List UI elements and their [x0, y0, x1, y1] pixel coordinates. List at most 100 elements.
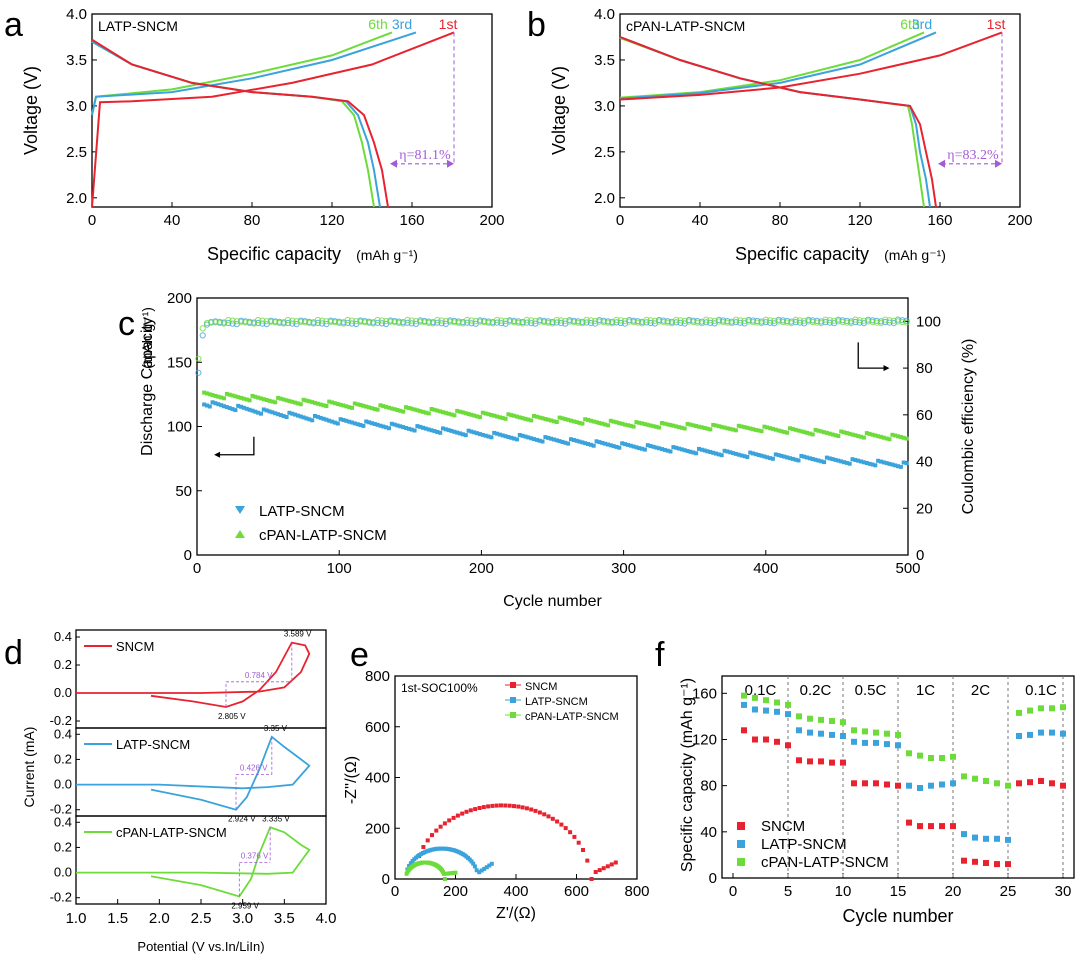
capacity-point: [307, 399, 312, 404]
capacity-point: [577, 420, 582, 425]
delta-v-label: 0.426 V: [240, 764, 268, 773]
y2-tick-label: 60: [916, 407, 933, 424]
rate-point: [917, 823, 923, 830]
ce-point: [212, 319, 219, 326]
peak-ox-label: 3.335 V: [262, 814, 290, 823]
capacity-point: [756, 428, 761, 433]
ce-point: [860, 317, 868, 324]
y-tick-label: 100: [167, 419, 192, 436]
capacity-point: [207, 404, 212, 409]
capacity-point: [415, 408, 420, 413]
y-tick-label: 0.2: [54, 657, 72, 672]
capacity-point: [642, 422, 647, 427]
impedance-point: [442, 871, 446, 876]
capacity-point: [375, 407, 380, 412]
capacity-point: [697, 424, 701, 429]
capacity-point: [861, 460, 866, 465]
capacity-point: [460, 432, 465, 437]
efficiency-label: η=83.2%: [947, 148, 999, 163]
capacity-point: [284, 398, 289, 403]
capacity-point: [335, 402, 340, 406]
capacity-point: [406, 406, 411, 410]
capacity-point: [526, 435, 531, 440]
panel-e: e 0 200 400 600 800 0 200 400 600 800 Z'/(Ω) -Z''/(Ω…: [343, 636, 650, 922]
panel-f: f 0 5 10 15 20 25 30 0 40 80 120 160 Cycle number Spec…: [655, 636, 1075, 926]
impedance-point: [421, 845, 426, 849]
capacity-point: [458, 409, 463, 414]
capacity-point: [259, 396, 263, 401]
capacity-point: [657, 425, 662, 430]
rate-point: [818, 758, 824, 765]
discharge-curve-3rd: [619, 36, 931, 208]
ce-point: [540, 319, 548, 326]
x-tick-label: 20: [945, 883, 962, 900]
capacity-point: [802, 430, 807, 435]
ce-point: [476, 318, 484, 325]
x-tick-label: 200: [469, 560, 494, 577]
rate-point: [994, 861, 1000, 868]
capacity-point: [782, 430, 787, 434]
rate-point: [763, 736, 769, 743]
capacity-point: [662, 421, 667, 426]
ce-point: [519, 320, 526, 327]
capacity-point: [347, 419, 352, 424]
capacity-point: [864, 461, 869, 465]
capacity-point: [859, 459, 864, 464]
ce-point: [199, 332, 206, 339]
ce-point: [532, 317, 539, 325]
capacity-point: [765, 455, 770, 460]
ce-point: [289, 317, 296, 324]
capacity-point: [793, 457, 798, 462]
y2-tick-label: 100: [916, 313, 941, 330]
impedance-tail-point: [487, 863, 492, 868]
capacity-point: [463, 433, 468, 438]
arrow-head-right: [447, 159, 454, 168]
capacity-point: [372, 407, 377, 411]
ce-series-cPAN-LATP-SNCM: [195, 316, 910, 362]
capacity-point: [387, 426, 391, 431]
capacity-point: [751, 451, 755, 456]
rate-point: [1049, 705, 1055, 712]
left-axis-arrow-head: [214, 451, 221, 458]
rate-point: [840, 733, 846, 739]
rate-label: 2C: [971, 682, 990, 699]
impedance-point: [460, 811, 465, 816]
capacity-point: [733, 428, 738, 433]
capacity-point: [469, 429, 474, 434]
capacity-point: [517, 415, 522, 420]
impedance-point: [529, 807, 534, 812]
ce-point: [647, 317, 654, 324]
capacity-point: [603, 422, 608, 427]
ce-point: [472, 318, 479, 325]
rate-point: [807, 758, 813, 765]
legend-marker-down: [235, 506, 245, 514]
capacity-point: [756, 453, 761, 457]
capacity-point: [523, 416, 528, 421]
capacity-point: [796, 428, 801, 433]
capacity-point: [748, 426, 753, 431]
capacity-point: [227, 406, 232, 411]
capacity-point: [455, 430, 460, 435]
impedance-point: [434, 828, 439, 833]
rate-point: [950, 753, 956, 760]
capacity-point: [341, 403, 346, 408]
impedance-point: [486, 804, 491, 809]
capacity-point: [844, 460, 849, 465]
capacity-point: [773, 427, 778, 432]
capacity-point: [620, 421, 625, 426]
capacity-point: [679, 425, 684, 430]
rate-point: [752, 706, 758, 713]
capacity-point: [708, 450, 713, 454]
x-tick-label: 600: [564, 883, 589, 900]
impedance-point: [576, 840, 581, 845]
capacity-point: [839, 429, 844, 434]
x-tick-label: 80: [772, 212, 789, 229]
delta-v-label: 0.376 V: [241, 852, 269, 861]
ce-point: [873, 319, 880, 326]
capacity-point: [654, 445, 659, 450]
capacity-point: [824, 430, 829, 435]
capacity-point: [244, 406, 249, 411]
capacity-point: [597, 440, 602, 445]
capacity-point: [617, 421, 622, 426]
capacity-point: [691, 450, 696, 455]
